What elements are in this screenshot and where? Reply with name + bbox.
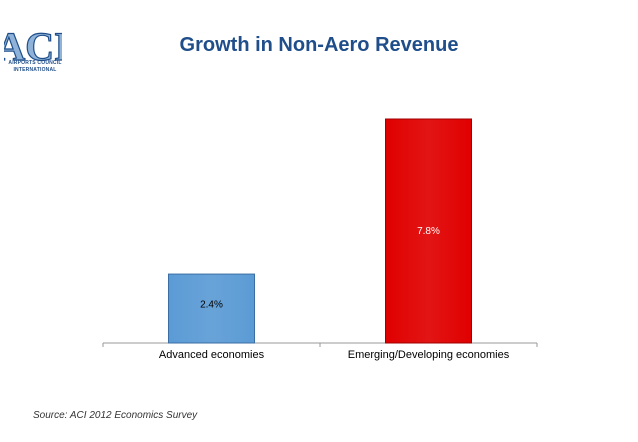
source-note: Source: ACI 2012 Economics Survey [33, 410, 198, 421]
bar-advanced [168, 273, 255, 344]
data-label: 7.8% [417, 226, 440, 237]
x-tick-label: Advanced economies [159, 349, 265, 361]
bar-emerging [385, 118, 472, 344]
x-tick-label: Emerging/Developing economies [348, 349, 510, 361]
data-label: 2.4% [200, 300, 223, 311]
chart-title: Growth in Non-Aero Revenue [179, 34, 459, 56]
logo-caption-line2: INTERNATIONAL [13, 67, 57, 73]
aci-logo: ACI [4, 4, 62, 82]
logo-caption-line1: AIRPORTS COUNCIL [8, 60, 62, 66]
logo-mark: ACI [4, 24, 62, 69]
